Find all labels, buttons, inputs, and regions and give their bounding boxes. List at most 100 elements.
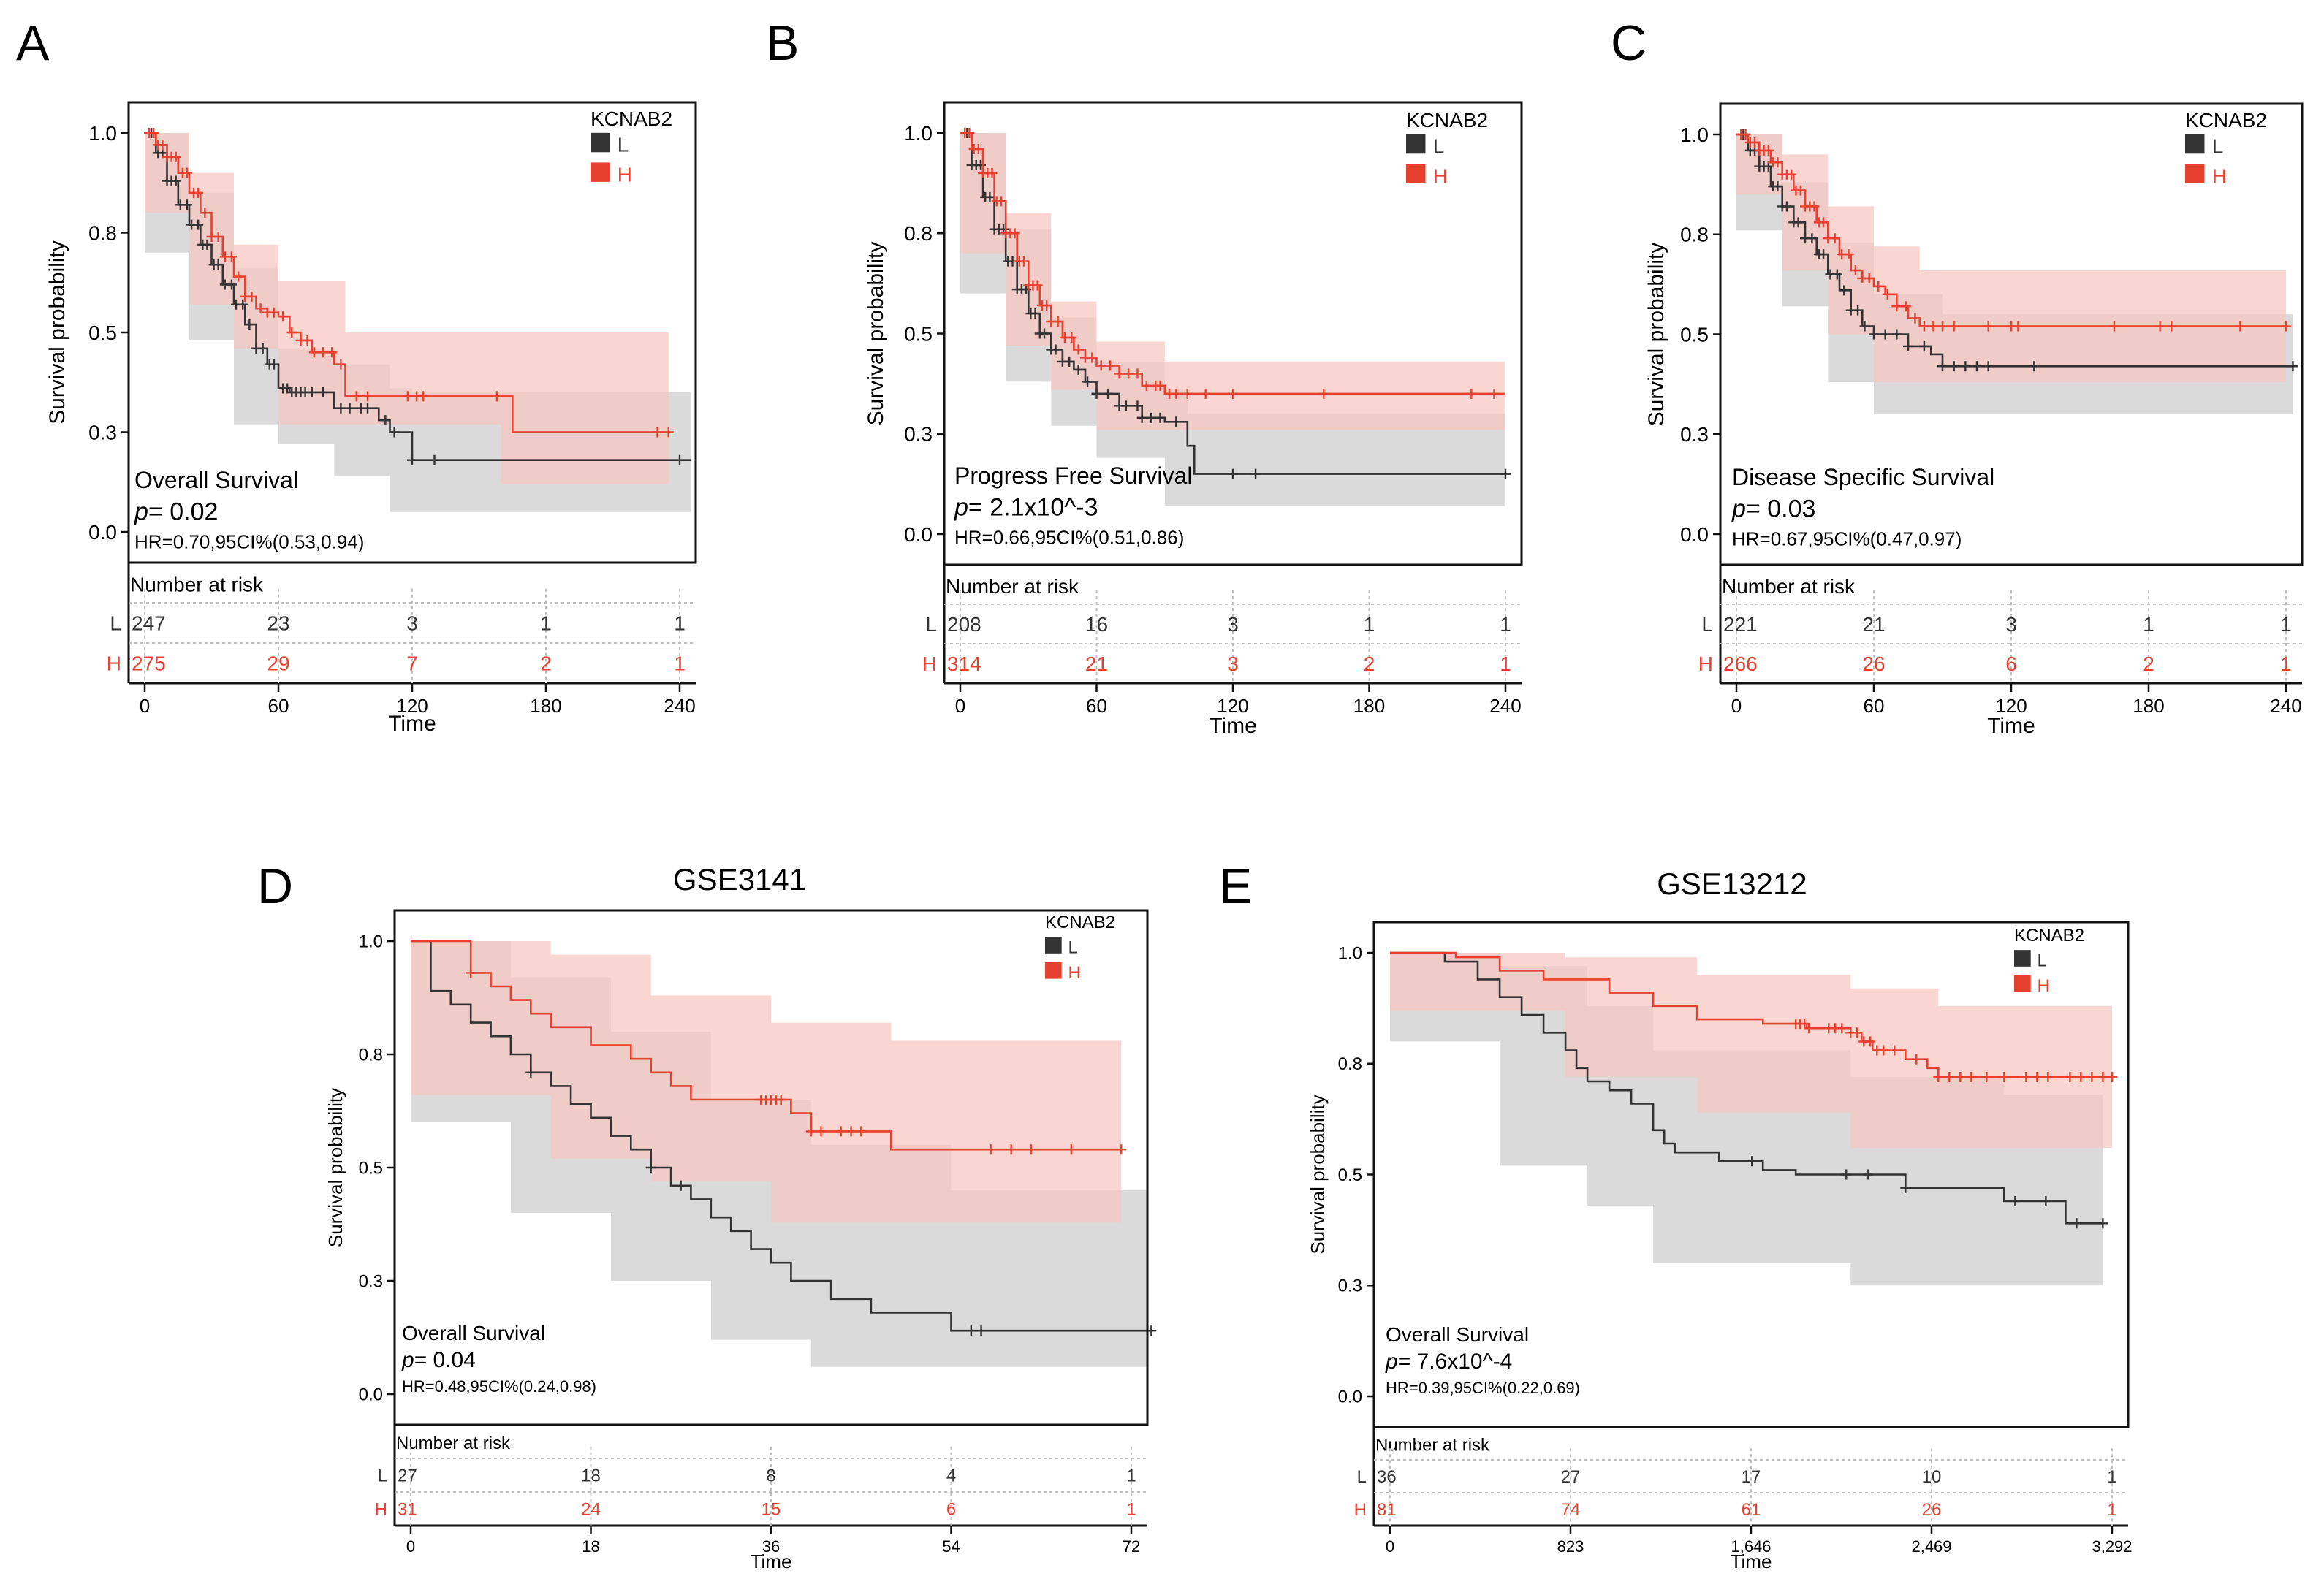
y-tick-label: 0.8 bbox=[904, 222, 933, 245]
risk-count-l: 1 bbox=[1500, 613, 1511, 636]
ci-band-h bbox=[1390, 953, 2112, 1149]
survival-curve-l bbox=[411, 940, 1152, 1332]
censor-mark-h bbox=[964, 128, 975, 138]
y-tick-label: 0.3 bbox=[359, 1271, 383, 1291]
panel-letter: C bbox=[1611, 15, 1647, 71]
panel-letter: D bbox=[257, 859, 293, 914]
censor-mark-h bbox=[1105, 360, 1116, 371]
censor-mark-l bbox=[675, 454, 685, 465]
risk-count-h: 7 bbox=[406, 652, 418, 674]
censor-mark-h bbox=[2065, 1071, 2076, 1082]
censor-mark-l bbox=[1948, 361, 1959, 372]
y-tick-label: 0.5 bbox=[904, 322, 933, 345]
censor-mark-l bbox=[268, 359, 279, 370]
censor-mark-l bbox=[2071, 1218, 2082, 1229]
x-axis-label: Time bbox=[1209, 714, 1257, 738]
censor-mark-l bbox=[244, 319, 255, 330]
censor-mark-h bbox=[846, 1126, 857, 1137]
censor-mark-h bbox=[2032, 1071, 2043, 1082]
risk-count-h: 2 bbox=[2143, 652, 2154, 675]
censor-mark-h bbox=[1829, 233, 1840, 244]
censor-mark-l bbox=[1807, 233, 1818, 244]
legend-title: KCNAB2 bbox=[2014, 926, 2084, 945]
legend-label-l: L bbox=[2038, 951, 2047, 970]
risk-count-h: 3 bbox=[1227, 652, 1239, 675]
censor-mark-l bbox=[2097, 1218, 2108, 1229]
censor-mark-h bbox=[302, 335, 313, 346]
x-axis-label: Time bbox=[388, 712, 436, 736]
y-axis-label: Survival probability bbox=[864, 242, 888, 426]
x-tick-label: 120 bbox=[1995, 695, 2027, 717]
censor-mark-h bbox=[1489, 388, 1500, 399]
y-tick-label: 0.5 bbox=[1338, 1165, 1362, 1185]
censor-mark-l bbox=[1772, 181, 1783, 192]
risk-row-label-l: L bbox=[925, 613, 937, 636]
survival-type-label: Overall Survival bbox=[1386, 1323, 1529, 1346]
censor-mark-l bbox=[1880, 329, 1891, 340]
censor-mark-h bbox=[1804, 1023, 1815, 1034]
censor-mark-l bbox=[1983, 361, 1994, 372]
censor-mark-l bbox=[976, 1325, 987, 1336]
censor-mark-h bbox=[1864, 273, 1875, 283]
censor-mark-h bbox=[418, 391, 429, 402]
risk-count-l: 1 bbox=[674, 612, 686, 634]
risk-count-h: 21 bbox=[1085, 652, 1108, 675]
censor-mark-l bbox=[380, 415, 391, 426]
panel-letter: E bbox=[1219, 859, 1252, 914]
risk-table-title: Number at risk bbox=[130, 574, 264, 596]
censor-mark-h bbox=[1095, 360, 1106, 371]
legend-label-h: H bbox=[1068, 963, 1081, 983]
censor-mark-h bbox=[2281, 321, 2291, 332]
risk-count-l: 27 bbox=[398, 1466, 417, 1485]
censor-mark-h bbox=[1937, 321, 1948, 332]
y-tick-label: 0.0 bbox=[88, 521, 117, 544]
risk-count-l: 247 bbox=[132, 612, 166, 634]
y-tick-label: 0.3 bbox=[1338, 1276, 1362, 1296]
risk-count-h: 29 bbox=[267, 652, 289, 674]
censor-mark-h bbox=[1006, 1144, 1017, 1155]
risk-count-h: 1 bbox=[2107, 1500, 2116, 1520]
censor-mark-h bbox=[1750, 137, 1761, 148]
censor-mark-l bbox=[1500, 468, 1511, 479]
ci-bands bbox=[145, 133, 691, 512]
y-tick-label: 0.8 bbox=[88, 221, 117, 244]
x-tick-label: 240 bbox=[2270, 695, 2301, 717]
risk-count-l: 3 bbox=[1227, 613, 1239, 636]
censor-mark-l bbox=[226, 279, 237, 290]
censor-mark-h bbox=[1740, 129, 1751, 140]
risk-count-h: 15 bbox=[762, 1499, 781, 1519]
risk-row-label-h: H bbox=[375, 1499, 387, 1519]
censor-mark-l bbox=[2040, 1195, 2051, 1206]
y-tick-label: 0.3 bbox=[1680, 423, 1709, 446]
censor-mark-h bbox=[1809, 201, 1820, 212]
ci-bands bbox=[1736, 134, 2293, 414]
censor-mark-h bbox=[1019, 256, 1030, 267]
censor-mark-l bbox=[1073, 364, 1084, 375]
censor-mark-l bbox=[1136, 412, 1147, 423]
x-tick-label: 2,469 bbox=[1911, 1537, 1951, 1556]
ci-band-h bbox=[960, 133, 1505, 430]
risk-count-h: 1 bbox=[1126, 1499, 1136, 1519]
survival-curve-l bbox=[1390, 951, 2103, 1225]
censor-mark-h bbox=[1228, 388, 1238, 399]
censor-mark-h bbox=[1944, 1071, 1955, 1082]
censor-mark-l bbox=[1064, 356, 1075, 367]
y-tick-label: 1.0 bbox=[88, 122, 117, 145]
censor-mark-h bbox=[278, 311, 289, 322]
risk-row-label-h: H bbox=[1698, 652, 1713, 675]
censor-mark-l bbox=[407, 454, 417, 465]
legend-swatch-l bbox=[2014, 950, 2031, 967]
censor-mark-h bbox=[1981, 1071, 1992, 1082]
censor-mark-l bbox=[306, 387, 317, 397]
panel-b: B 0.0 0.3 0.5 0.8 1.0 Survival probability KCNA… bbox=[766, 15, 1523, 738]
censor-mark-l bbox=[1831, 269, 1842, 280]
censor-mark-h bbox=[1878, 1045, 1889, 1056]
censor-mark-l bbox=[1960, 361, 1971, 372]
censor-mark-h bbox=[1882, 289, 1893, 300]
x-axis-label: Time bbox=[1987, 714, 2035, 738]
risk-count-h: 2 bbox=[540, 652, 552, 674]
y-tick-label: 1.0 bbox=[1338, 943, 1362, 963]
censor-mark-l bbox=[1900, 1182, 1911, 1193]
censor-mark-l bbox=[1091, 388, 1102, 399]
